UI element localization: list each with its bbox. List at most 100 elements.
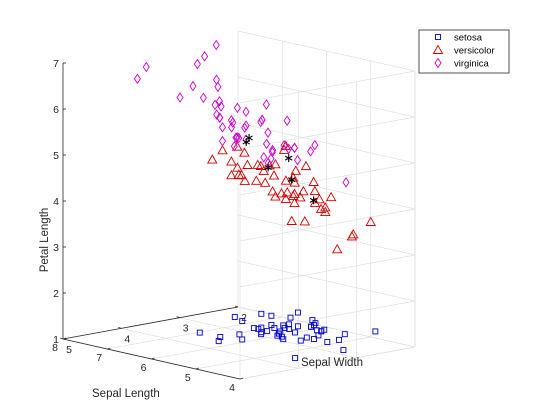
versicolor-point <box>365 216 377 226</box>
setosa-point <box>255 326 262 333</box>
virginica-point <box>283 115 291 127</box>
z-tick-label: 1 <box>53 334 59 346</box>
versicolor-point <box>287 190 299 200</box>
z-tick-label: 6 <box>53 104 59 116</box>
y-tick-mark <box>195 367 199 370</box>
versicolor-point <box>300 160 312 171</box>
versicolor-point <box>331 243 343 254</box>
virginica-point <box>307 146 315 157</box>
x-axis-label: Sepal Width <box>301 357 363 369</box>
setosa-point <box>340 347 347 354</box>
setosa-point <box>336 336 342 343</box>
versicolor-point <box>252 159 263 169</box>
grid-line <box>239 346 416 380</box>
setosa-point <box>287 314 294 321</box>
virginica-point <box>264 127 272 138</box>
versicolor-point <box>231 141 243 151</box>
setosa-point <box>268 312 275 319</box>
y-tick-label: 8 <box>52 342 58 354</box>
versicolor-point <box>255 160 267 170</box>
versicolor-point <box>239 175 251 185</box>
axis-layer <box>59 62 244 380</box>
setosa-point <box>271 325 278 331</box>
versicolor-point <box>280 175 292 185</box>
versicolor-point <box>320 206 331 217</box>
setosa-point <box>258 310 265 317</box>
tick-label-layer: 2 3 4 5 4 5 6 7 81 2 3 4 5 6 7 <box>52 58 247 394</box>
centroid-point <box>242 138 251 147</box>
virginica-point <box>280 140 288 151</box>
data-points-layer <box>133 39 379 362</box>
legend-box <box>418 29 510 74</box>
versicolor-point <box>282 186 293 197</box>
centroid-point <box>287 175 296 184</box>
versicolor-point <box>289 197 300 208</box>
grid-layer <box>62 30 416 380</box>
virginica-point <box>215 95 224 107</box>
setosa-point <box>324 339 331 345</box>
versicolor-point <box>309 185 321 196</box>
setosa-point <box>308 323 314 330</box>
versicolor-point <box>286 215 297 225</box>
setosa-point <box>239 336 246 343</box>
grid-line <box>237 260 416 302</box>
z-axis-label: Petal Length <box>39 208 51 273</box>
versicolor-point <box>232 162 243 172</box>
versicolor-point <box>299 215 311 226</box>
x-tick-mark <box>176 316 180 319</box>
legend: setosa versicolor virginica <box>418 29 510 74</box>
setosa-point <box>312 320 319 327</box>
grid-line <box>237 76 416 118</box>
legend-marker-setosa <box>435 34 441 40</box>
virginica-point <box>235 132 243 144</box>
centroid-point <box>284 154 293 163</box>
grid-line <box>239 208 416 242</box>
y-tick-label: 4 <box>229 382 235 394</box>
setosa-point <box>297 337 304 344</box>
virginica-point <box>311 139 319 151</box>
versicolor-point <box>308 176 319 186</box>
grid-line <box>239 70 416 104</box>
virginica-point <box>232 132 240 143</box>
versicolor-point <box>347 228 359 239</box>
centroid-point <box>264 163 272 172</box>
setosa-point <box>315 332 322 339</box>
x-tick-label: 3 <box>183 323 189 335</box>
y-tick-mark <box>239 377 244 380</box>
virginica-point <box>176 92 184 103</box>
virginica-point <box>217 101 225 112</box>
z-tick-label: 2 <box>53 288 59 300</box>
versicolor-point <box>242 159 253 169</box>
setosa-point <box>286 321 293 328</box>
versicolor-point <box>289 177 300 187</box>
setosa-point <box>231 314 238 320</box>
setosa-point <box>264 328 271 335</box>
versicolor-point <box>239 147 250 157</box>
versicolor-point <box>315 203 327 214</box>
grid-line <box>239 254 416 288</box>
virginica-point <box>212 39 220 51</box>
virginica-point <box>241 122 249 134</box>
virginica-point <box>242 106 250 118</box>
setosa-point <box>217 334 224 341</box>
versicolor-point <box>236 169 247 180</box>
legend-marker-virginica <box>434 57 442 69</box>
versicolor-point <box>325 191 337 202</box>
virginica-point <box>218 122 227 133</box>
y-tick-label: 5 <box>185 372 191 384</box>
virginica-point <box>133 73 141 85</box>
grid-line <box>239 162 416 196</box>
virginica-point <box>290 142 299 154</box>
virginica-point <box>201 51 209 62</box>
virginica-point <box>257 116 265 128</box>
virginica-point <box>228 122 236 133</box>
y-tick-mark <box>107 347 111 350</box>
virginica-point <box>189 80 197 92</box>
grid-line <box>239 116 416 150</box>
versicolor-point <box>268 170 280 180</box>
virginica-point <box>260 151 268 163</box>
grid-line <box>237 214 416 256</box>
virginica-point <box>269 144 277 156</box>
virginica-point <box>211 99 219 111</box>
